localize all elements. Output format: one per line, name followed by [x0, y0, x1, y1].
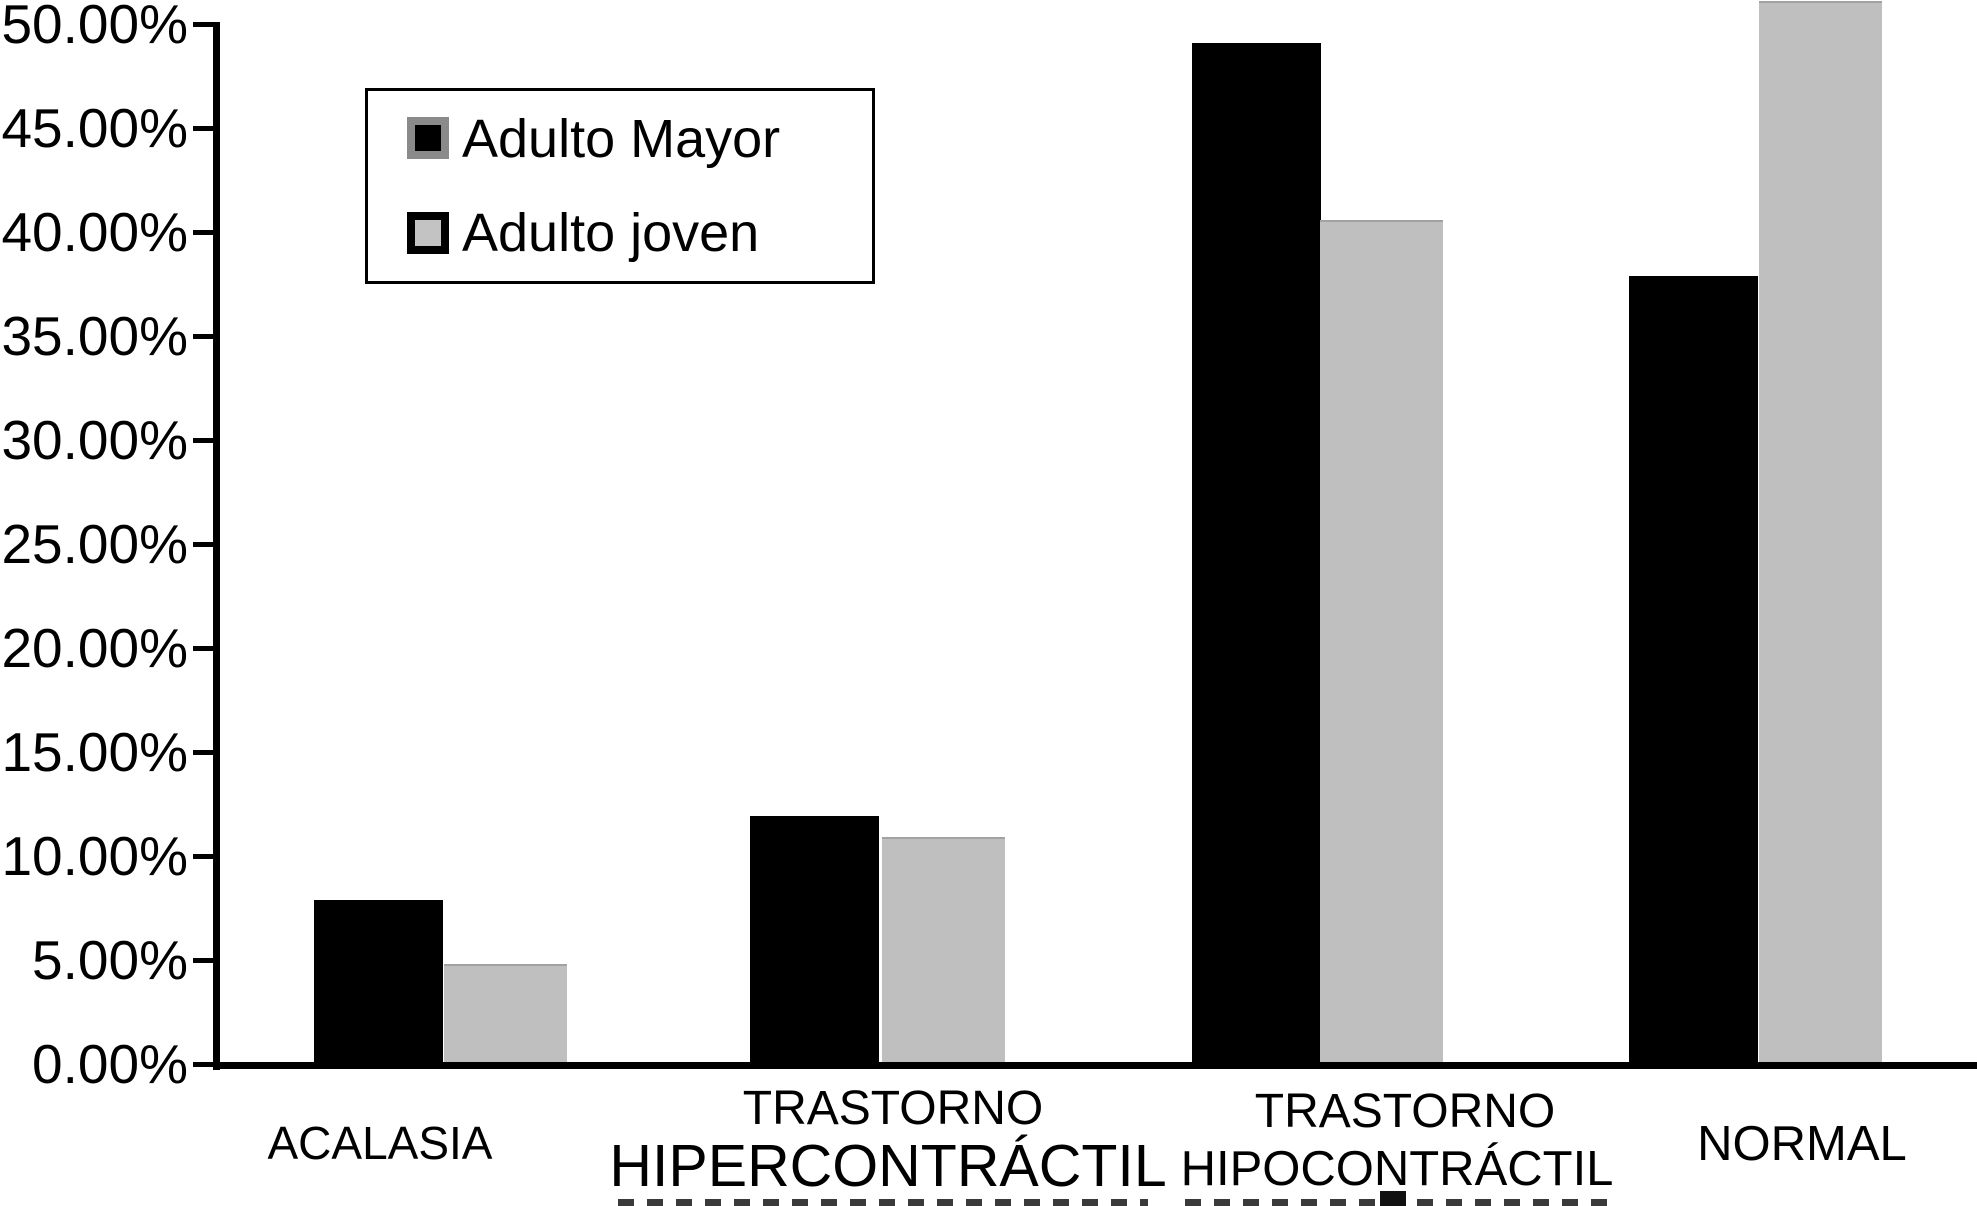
y-tick-label-9: 5.00%	[32, 929, 188, 991]
y-tick-10	[193, 1062, 214, 1067]
bar-adulto-mayor-trastorno-hipercontr-ctil	[750, 816, 879, 1068]
y-tick-label-2: 40.00%	[1, 201, 188, 263]
y-tick-2	[193, 230, 214, 235]
x-label-trastorno-hipocontr-ctil-line1: TRASTORNO	[1254, 1085, 1556, 1138]
x-label-normal: NORMAL	[1697, 1117, 1907, 1171]
y-tick-label-4: 30.00%	[1, 409, 188, 471]
y-tick-label-1: 45.00%	[1, 97, 188, 159]
y-tick-label-7: 15.00%	[1, 721, 188, 783]
x-label-trastorno-hipercontr-ctil-line2: HIPERCONTRÁCTIL	[609, 1133, 1167, 1199]
y-tick-label-10: 0.00%	[32, 1033, 188, 1095]
legend	[365, 88, 875, 284]
y-tick-3	[193, 334, 214, 339]
x-label-trastorno-hipercontr-ctil-line1: TRASTORNO	[742, 1082, 1044, 1135]
y-tick-label-0: 50.00%	[1, 0, 188, 55]
y-tick-0	[193, 22, 214, 27]
bar-adulto-joven-trastorno-hipocontr-ctil	[1320, 220, 1443, 1068]
y-tick-9	[193, 958, 214, 963]
y-axis-line	[213, 22, 220, 1070]
y-tick-8	[193, 854, 214, 859]
bar-adulto-mayor-normal	[1629, 276, 1758, 1068]
y-tick-7	[193, 750, 214, 755]
legend-label-adulto-joven: Adulto joven	[462, 203, 760, 263]
y-tick-5	[193, 542, 214, 547]
cropped-text-fragments-left	[618, 1199, 1148, 1206]
y-tick-label-5: 25.00%	[1, 513, 188, 575]
legend-marker-adulto-joven	[407, 212, 449, 254]
y-tick-6	[193, 646, 214, 651]
y-tick-1	[193, 126, 214, 131]
y-tick-label-6: 20.00%	[1, 617, 188, 679]
bar-adulto-joven-trastorno-hipercontr-ctil	[882, 837, 1005, 1068]
x-label-acalasia: ACALASIA	[267, 1117, 493, 1169]
bar-adulto-mayor-trastorno-hipocontr-ctil	[1192, 43, 1321, 1068]
bar-adulto-joven-acalasia	[444, 964, 567, 1068]
bar-adulto-mayor-acalasia	[314, 900, 443, 1068]
x-label-trastorno-hipocontr-ctil-line2: HIPOCONTRÁCTIL	[1180, 1142, 1614, 1196]
legend-marker-adulto-mayor	[407, 117, 449, 159]
cropped-text-fragment-block	[1380, 1191, 1406, 1206]
x-axis-baseline	[213, 1062, 1977, 1069]
y-tick-4	[193, 438, 214, 443]
bar-adulto-joven-normal	[1759, 1, 1882, 1068]
legend-label-adulto-mayor: Adulto Mayor	[462, 109, 781, 169]
y-tick-label-3: 35.00%	[1, 305, 188, 367]
y-tick-label-8: 10.00%	[1, 825, 188, 887]
